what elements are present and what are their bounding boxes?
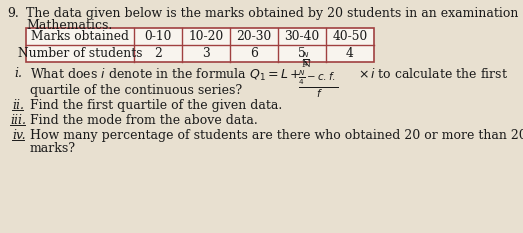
Text: The data given below is the marks obtained by 20 students in an examination of: The data given below is the marks obtain… (26, 7, 523, 20)
Text: 4: 4 (346, 47, 354, 60)
Bar (26, 28, 374, 62)
Text: iv.: iv. (12, 129, 26, 142)
Text: marks?: marks? (30, 142, 76, 155)
Text: Mathematics.: Mathematics. (26, 19, 112, 32)
Text: 9.: 9. (7, 7, 19, 20)
Text: Find the mode from the above data.: Find the mode from the above data. (30, 114, 258, 127)
Text: 6: 6 (250, 47, 258, 60)
Text: Marks obtained: Marks obtained (31, 30, 129, 43)
Text: 5: 5 (298, 47, 306, 60)
Text: Number of students: Number of students (18, 47, 142, 60)
Text: $\frac{\frac{N}{4} - c.f.}{f}$: $\frac{\frac{N}{4} - c.f.}{f}$ (298, 68, 339, 100)
Text: 3: 3 (202, 47, 210, 60)
Text: iii.: iii. (10, 114, 26, 127)
Text: How many percentage of students are there who obtained 20 or more than 20: How many percentage of students are ther… (30, 129, 523, 142)
Text: quartile of the continuous series?: quartile of the continuous series? (30, 84, 242, 97)
Text: Find the first quartile of the given data.: Find the first quartile of the given dat… (30, 99, 282, 112)
Text: 10-20: 10-20 (188, 30, 224, 43)
Text: 2: 2 (154, 47, 162, 60)
Text: $\times\, i$ to calculate the first: $\times\, i$ to calculate the first (358, 67, 508, 81)
Text: i.: i. (14, 67, 22, 80)
Text: 20-30: 20-30 (236, 30, 271, 43)
Text: 30-40: 30-40 (285, 30, 320, 43)
Text: 40-50: 40-50 (333, 30, 368, 43)
Text: What does $i$ denote in the formula $Q_1 = L +$: What does $i$ denote in the formula $Q_1… (30, 67, 301, 83)
Text: ii.: ii. (12, 99, 24, 112)
Text: $\frac{N}{4}$: $\frac{N}{4}$ (302, 51, 310, 69)
Text: N: N (301, 60, 311, 69)
Text: 0-10: 0-10 (144, 30, 172, 43)
